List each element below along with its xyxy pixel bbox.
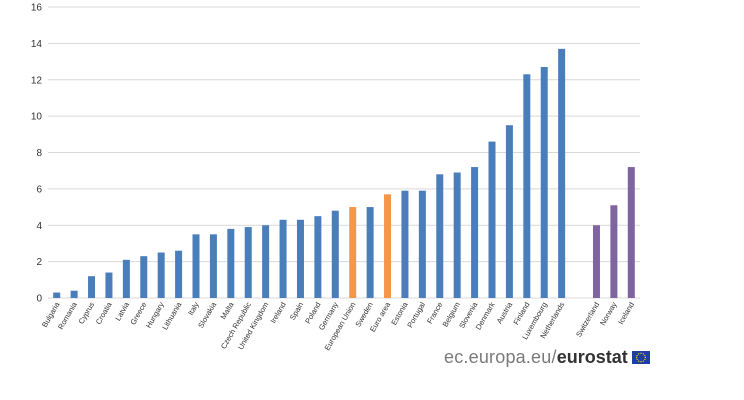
bar-netherlands — [558, 48, 566, 298]
bar-austria — [505, 125, 513, 298]
bar-portugal — [418, 190, 426, 298]
y-tick-label: 2 — [36, 257, 42, 268]
x-tick-label: Italy — [186, 300, 201, 317]
x-tick-label: Switzerland — [574, 301, 601, 339]
gridlines — [48, 6, 640, 299]
y-tick-label: 12 — [31, 75, 43, 86]
x-tick-label: Croatia — [94, 300, 114, 326]
bar-estonia — [401, 190, 409, 298]
bar-iceland — [627, 167, 635, 298]
x-tick-label: Spain — [288, 301, 305, 322]
y-tick-label: 16 — [31, 3, 43, 14]
bar-hungary — [157, 252, 165, 298]
y-tick-label: 10 — [31, 112, 43, 123]
bar-ireland — [279, 219, 287, 298]
bar-france — [436, 174, 444, 298]
y-tick-label: 6 — [36, 184, 42, 195]
y-axis-ticks: 0 2 4 6 8 10 12 14 16 — [31, 3, 43, 305]
bar-germany — [331, 210, 339, 298]
bar-malta — [227, 228, 235, 298]
bar-luxembourg — [540, 67, 548, 298]
bar-bulgaria — [53, 292, 61, 298]
y-tick-label: 8 — [36, 148, 42, 159]
bar-sweden — [366, 207, 374, 298]
x-tick-label: Slovakia — [196, 300, 218, 330]
bar-croatia — [105, 272, 113, 298]
y-tick-label: 0 — [36, 294, 42, 305]
eu-flag-icon — [631, 350, 650, 364]
bar-cyprus — [88, 276, 96, 298]
bar-slovenia — [471, 167, 479, 298]
bar-italy — [192, 234, 200, 298]
eurostat-branding: ec.europa.eu/ eurostat — [444, 346, 650, 368]
bar-euro-area — [384, 194, 392, 298]
bar-greece — [140, 256, 148, 298]
bar-switzerland — [592, 225, 600, 298]
x-tick-label: Latvia — [113, 300, 131, 323]
bar-finland — [523, 74, 531, 298]
bar-lithuania — [175, 250, 183, 298]
bar-belgium — [453, 172, 461, 298]
x-tick-label: Norway — [598, 300, 619, 327]
bar-poland — [314, 216, 322, 298]
bar-united-kingdom — [262, 225, 270, 298]
x-tick-label: Malta — [219, 300, 236, 321]
bars — [53, 48, 635, 298]
y-tick-label: 14 — [31, 39, 43, 50]
bar-norway — [610, 205, 618, 298]
y-tick-label: 4 — [36, 221, 42, 232]
bar-czech-republic — [244, 227, 252, 298]
brand-domain: ec.europa.eu/ — [444, 346, 557, 367]
bar-romania — [70, 290, 78, 298]
bar-european-union — [349, 207, 357, 298]
brand-name: eurostat — [556, 346, 628, 367]
x-tick-label: Ireland — [269, 301, 288, 325]
bar-spain — [296, 219, 304, 298]
bar-latvia — [122, 259, 130, 298]
bar-denmark — [488, 141, 496, 298]
x-tick-label: Iceland — [616, 301, 636, 326]
bar-slovakia — [209, 234, 217, 298]
